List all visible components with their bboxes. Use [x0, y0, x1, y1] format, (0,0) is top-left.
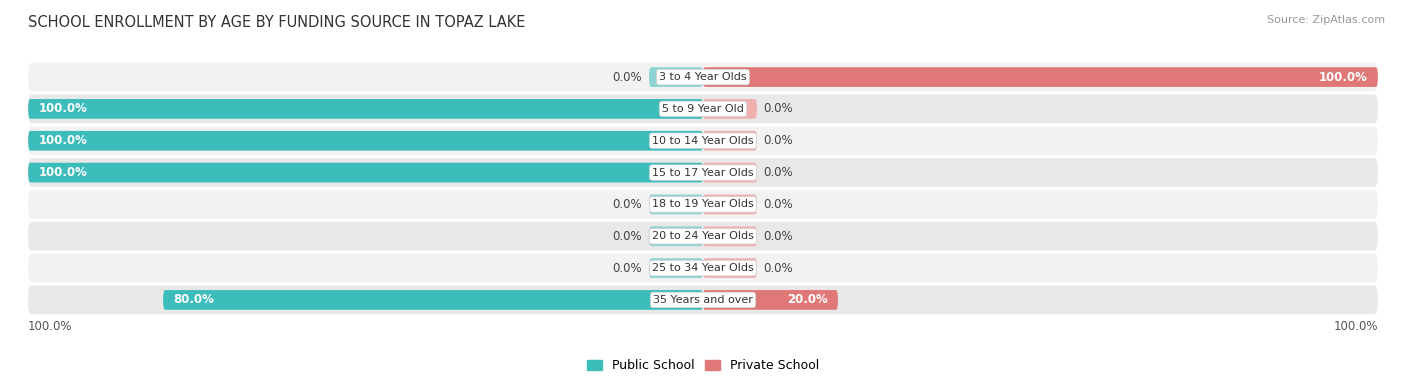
Text: 20 to 24 Year Olds: 20 to 24 Year Olds: [652, 231, 754, 241]
FancyBboxPatch shape: [703, 258, 756, 278]
Text: 100.0%: 100.0%: [1319, 70, 1368, 84]
FancyBboxPatch shape: [703, 99, 756, 119]
Text: 0.0%: 0.0%: [613, 198, 643, 211]
Text: 0.0%: 0.0%: [763, 230, 793, 243]
Text: 18 to 19 Year Olds: 18 to 19 Year Olds: [652, 199, 754, 209]
Text: 80.0%: 80.0%: [173, 293, 214, 307]
Text: Source: ZipAtlas.com: Source: ZipAtlas.com: [1267, 15, 1385, 25]
Legend: Public School, Private School: Public School, Private School: [582, 354, 824, 377]
Text: 100.0%: 100.0%: [1333, 320, 1378, 333]
FancyBboxPatch shape: [703, 290, 838, 310]
FancyBboxPatch shape: [703, 67, 1378, 87]
Text: 0.0%: 0.0%: [763, 103, 793, 115]
Text: SCHOOL ENROLLMENT BY AGE BY FUNDING SOURCE IN TOPAZ LAKE: SCHOOL ENROLLMENT BY AGE BY FUNDING SOUR…: [28, 15, 526, 30]
FancyBboxPatch shape: [28, 286, 1378, 314]
Text: 100.0%: 100.0%: [38, 134, 87, 147]
FancyBboxPatch shape: [28, 126, 1378, 155]
FancyBboxPatch shape: [703, 163, 756, 182]
FancyBboxPatch shape: [28, 63, 1378, 91]
Text: 100.0%: 100.0%: [38, 166, 87, 179]
FancyBboxPatch shape: [28, 158, 1378, 187]
Text: 0.0%: 0.0%: [763, 198, 793, 211]
FancyBboxPatch shape: [650, 258, 703, 278]
FancyBboxPatch shape: [703, 131, 756, 151]
Text: 35 Years and over: 35 Years and over: [652, 295, 754, 305]
FancyBboxPatch shape: [28, 95, 1378, 123]
FancyBboxPatch shape: [28, 254, 1378, 282]
Text: 0.0%: 0.0%: [763, 262, 793, 274]
Text: 3 to 4 Year Olds: 3 to 4 Year Olds: [659, 72, 747, 82]
FancyBboxPatch shape: [650, 195, 703, 214]
FancyBboxPatch shape: [28, 190, 1378, 219]
Text: 20.0%: 20.0%: [787, 293, 828, 307]
FancyBboxPatch shape: [650, 67, 703, 87]
FancyBboxPatch shape: [163, 290, 703, 310]
Text: 25 to 34 Year Olds: 25 to 34 Year Olds: [652, 263, 754, 273]
Text: 100.0%: 100.0%: [38, 103, 87, 115]
Text: 0.0%: 0.0%: [763, 134, 793, 147]
Text: 5 to 9 Year Old: 5 to 9 Year Old: [662, 104, 744, 114]
FancyBboxPatch shape: [28, 222, 1378, 251]
Text: 0.0%: 0.0%: [613, 230, 643, 243]
FancyBboxPatch shape: [28, 163, 703, 182]
FancyBboxPatch shape: [28, 131, 703, 151]
FancyBboxPatch shape: [28, 99, 703, 119]
Text: 15 to 17 Year Olds: 15 to 17 Year Olds: [652, 168, 754, 178]
Text: 0.0%: 0.0%: [613, 70, 643, 84]
FancyBboxPatch shape: [703, 195, 756, 214]
FancyBboxPatch shape: [703, 226, 756, 246]
Text: 0.0%: 0.0%: [613, 262, 643, 274]
Text: 100.0%: 100.0%: [28, 320, 73, 333]
Text: 0.0%: 0.0%: [763, 166, 793, 179]
Text: 10 to 14 Year Olds: 10 to 14 Year Olds: [652, 136, 754, 146]
FancyBboxPatch shape: [650, 226, 703, 246]
